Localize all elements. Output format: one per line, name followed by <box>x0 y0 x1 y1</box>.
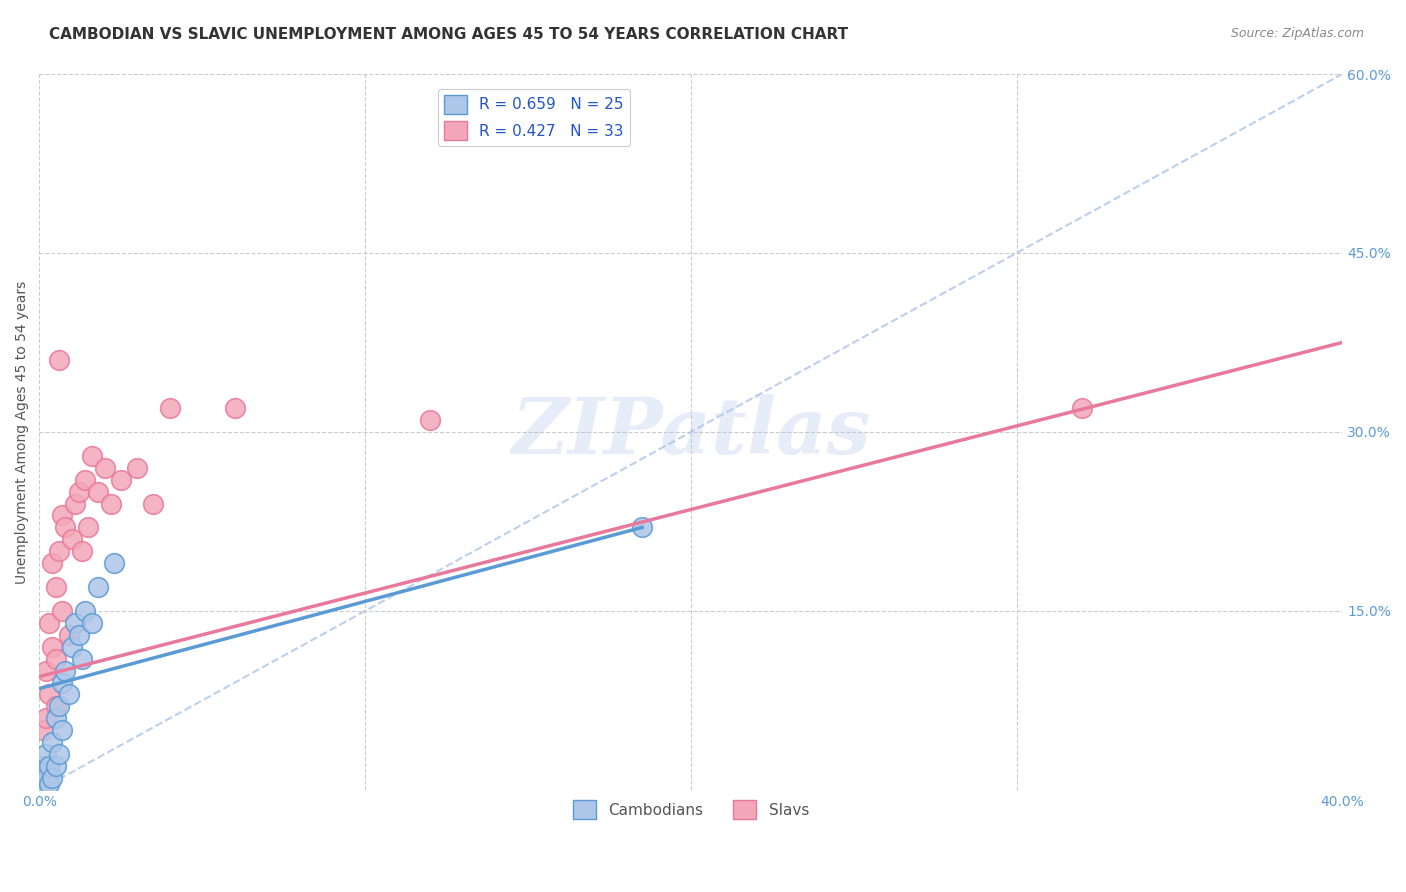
Point <box>41 735 63 749</box>
Point <box>31 759 53 773</box>
Point <box>31 771 53 785</box>
Point <box>73 604 96 618</box>
Point <box>87 484 110 499</box>
Point <box>35 711 58 725</box>
Point <box>65 497 87 511</box>
Point <box>67 628 90 642</box>
Point <box>51 675 73 690</box>
Point <box>51 604 73 618</box>
Point <box>224 401 246 416</box>
Point <box>419 413 441 427</box>
Point <box>51 723 73 738</box>
Point <box>58 688 80 702</box>
Point <box>38 777 60 791</box>
Point <box>41 771 63 785</box>
Point <box>31 777 53 791</box>
Point <box>60 533 83 547</box>
Point <box>60 640 83 654</box>
Y-axis label: Unemployment Among Ages 45 to 54 years: Unemployment Among Ages 45 to 54 years <box>15 280 30 583</box>
Point <box>70 651 93 665</box>
Text: CAMBODIAN VS SLAVIC UNEMPLOYMENT AMONG AGES 45 TO 54 YEARS CORRELATION CHART: CAMBODIAN VS SLAVIC UNEMPLOYMENT AMONG A… <box>49 27 848 42</box>
Point <box>35 771 58 785</box>
Text: Source: ZipAtlas.com: Source: ZipAtlas.com <box>1230 27 1364 40</box>
Point <box>65 615 87 630</box>
Point <box>159 401 181 416</box>
Text: ZIPatlas: ZIPatlas <box>512 393 870 470</box>
Point <box>38 759 60 773</box>
Point <box>80 615 103 630</box>
Point <box>48 699 70 714</box>
Point <box>41 640 63 654</box>
Point <box>45 651 67 665</box>
Point <box>45 699 67 714</box>
Point <box>35 664 58 678</box>
Point <box>103 556 125 570</box>
Point <box>31 723 53 738</box>
Point <box>48 353 70 368</box>
Point <box>58 628 80 642</box>
Point <box>51 508 73 523</box>
Point <box>93 460 115 475</box>
Point <box>38 615 60 630</box>
Point <box>55 664 77 678</box>
Point <box>48 544 70 558</box>
Point <box>67 484 90 499</box>
Point <box>77 520 100 534</box>
Point <box>55 520 77 534</box>
Point <box>142 497 165 511</box>
Point <box>45 580 67 594</box>
Point <box>41 556 63 570</box>
Point <box>87 580 110 594</box>
Point <box>48 747 70 761</box>
Legend: Cambodians, Slavs: Cambodians, Slavs <box>567 795 815 825</box>
Point <box>70 544 93 558</box>
Point <box>80 449 103 463</box>
Point <box>35 747 58 761</box>
Point <box>100 497 122 511</box>
Point <box>45 711 67 725</box>
Point <box>38 688 60 702</box>
Point <box>1070 401 1092 416</box>
Point <box>631 520 654 534</box>
Point <box>73 473 96 487</box>
Point <box>45 759 67 773</box>
Point <box>127 460 149 475</box>
Point <box>110 473 132 487</box>
